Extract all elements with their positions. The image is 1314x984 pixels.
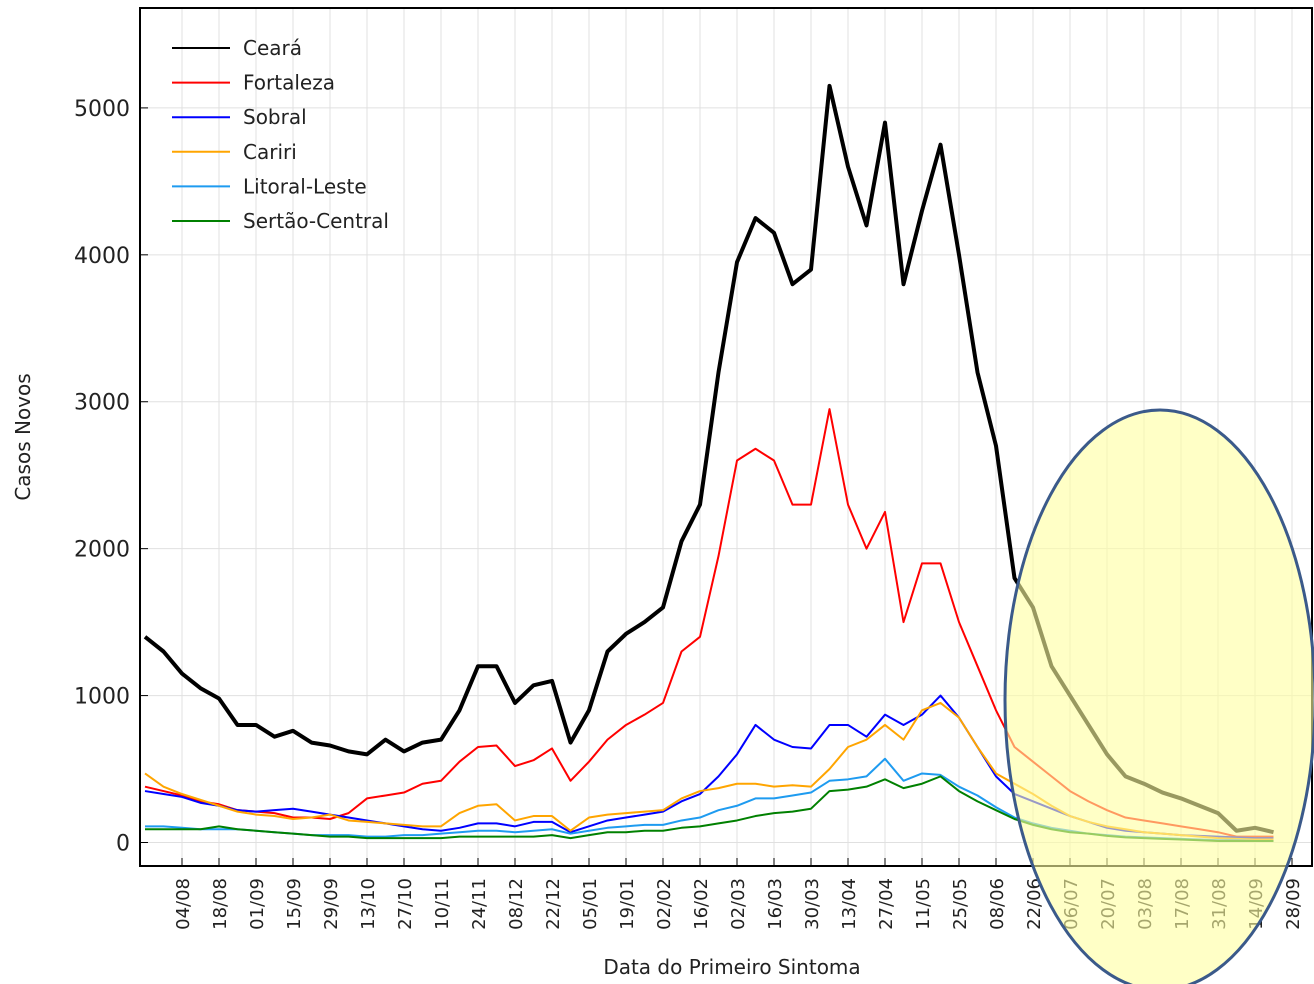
x-tick-label: 13/10 (358, 878, 379, 930)
x-tick-label: 04/08 (173, 878, 194, 930)
x-tick-label: 02/03 (728, 878, 749, 930)
x-tick-label: 13/04 (839, 878, 860, 930)
legend-label: Litoral-Leste (243, 174, 367, 198)
x-tick-label: 22/06 (1024, 878, 1045, 930)
x-tick-label: 02/02 (654, 878, 675, 930)
x-tick-label: 27/10 (395, 878, 416, 930)
y-tick-label: 0 (116, 831, 130, 856)
x-tick-label: 05/01 (580, 878, 601, 930)
x-tick-label: 25/05 (950, 878, 971, 930)
y-tick-label: 3000 (74, 391, 130, 416)
x-tick-label: 29/09 (321, 878, 342, 930)
y-tick-label: 4000 (74, 244, 130, 269)
x-tick-label: 16/03 (765, 878, 786, 930)
highlight-ellipse (1003, 408, 1314, 984)
x-tick-label: 27/04 (876, 878, 897, 930)
x-tick-label: 22/12 (543, 878, 564, 930)
y-axis-label: Casos Novos (11, 373, 35, 500)
x-tick-label: 10/11 (432, 878, 453, 930)
legend-label: Fortaleza (243, 71, 335, 95)
x-tick-label: 11/05 (913, 878, 934, 930)
y-tick-label: 5000 (74, 97, 130, 122)
legend-label: Sertão-Central (243, 209, 389, 233)
x-tick-label: 08/06 (987, 878, 1008, 930)
y-tick-label: 2000 (74, 538, 130, 563)
y-tick-label: 1000 (74, 685, 130, 710)
x-axis-label: Data do Primeiro Sintoma (603, 955, 860, 979)
x-tick-label: 08/12 (506, 878, 527, 930)
legend-label: Sobral (243, 105, 307, 129)
legend-label: Ceará (243, 36, 302, 60)
x-tick-label: 30/03 (802, 878, 823, 930)
x-tick-label: 28/09 (1283, 878, 1304, 930)
x-tick-label: 16/02 (691, 878, 712, 930)
x-tick-label: 01/09 (247, 878, 268, 930)
x-tick-label: 18/08 (210, 878, 231, 930)
plot-frame (139, 7, 1313, 867)
legend-label: Cariri (243, 140, 297, 164)
x-tick-label: 19/01 (617, 878, 638, 930)
x-tick-label: 15/09 (284, 878, 305, 930)
x-tick-label: 24/11 (469, 878, 490, 930)
